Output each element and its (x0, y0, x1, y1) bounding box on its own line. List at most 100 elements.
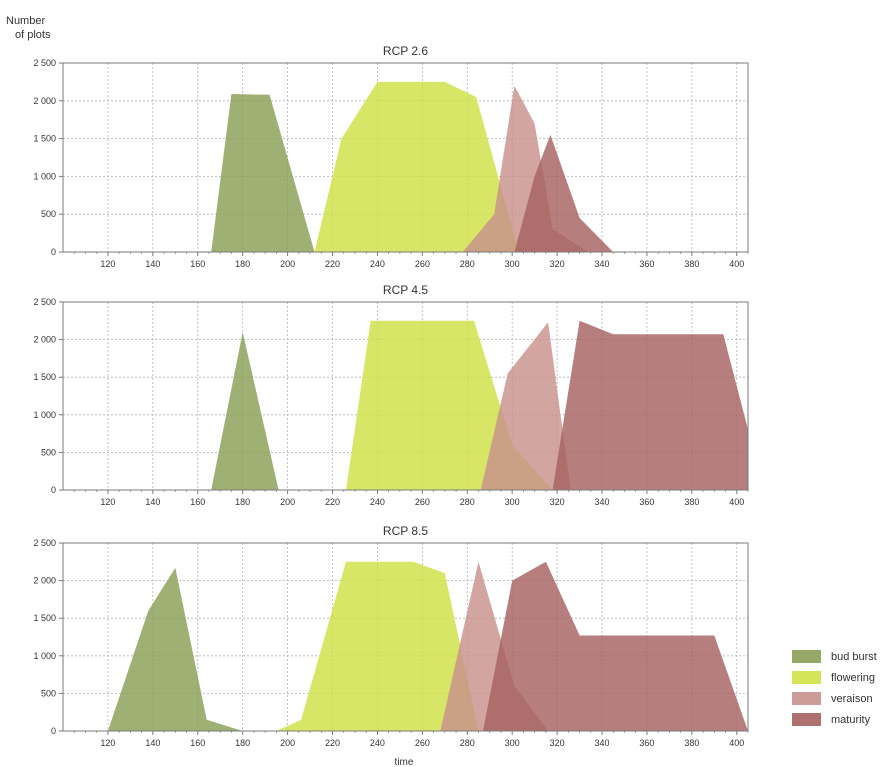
x-tick-label: 140 (145, 259, 160, 269)
x-tick-label: 360 (639, 497, 654, 507)
y-tick-label: 1 000 (33, 651, 56, 661)
x-tick-label: 340 (595, 259, 610, 269)
x-tick-label: 380 (684, 259, 699, 269)
chart-panel-rcp-2-6: RCP 2.6 120 140 160 180 200 220 240 260 280 300 320… (33, 44, 749, 269)
y-tick-label: 1 000 (33, 171, 56, 181)
x-tick-label: 320 (550, 497, 565, 507)
x-tick-label: 240 (370, 259, 385, 269)
legend: bud burst flowering veraison maturity (792, 650, 877, 726)
legend-swatch-bud-burst (792, 650, 821, 663)
legend-label-bud-burst: bud burst (831, 651, 877, 663)
x-tick-label: 140 (145, 738, 160, 748)
area-maturity (552, 320, 748, 490)
x-tick-label: 280 (460, 497, 475, 507)
x-tick-label: 200 (280, 497, 295, 507)
y-tick-label: 0 (51, 485, 56, 495)
x-tick-label: 280 (460, 259, 475, 269)
y-tick-label: 2 500 (33, 58, 56, 68)
x-tick-label: 260 (415, 738, 430, 748)
y-tick-label: 2 000 (33, 576, 56, 586)
x-tick-label: 260 (415, 497, 430, 507)
y-tick-label: 0 (51, 726, 56, 736)
x-tick-label: 120 (100, 497, 115, 507)
x-tick-label: 340 (595, 738, 610, 748)
x-tick-label: 240 (370, 738, 385, 748)
legend-swatch-flowering (792, 671, 821, 684)
x-tick-label: 160 (190, 497, 205, 507)
x-tick-label: 400 (729, 738, 744, 748)
x-tick-label: 300 (505, 497, 520, 507)
area-bud-burst (211, 94, 315, 252)
x-tick-label: 400 (729, 259, 744, 269)
chart-panels: RCP 2.6 120 140 160 180 200 220 240 260 280 300 320… (33, 44, 749, 748)
series-group (107, 561, 748, 731)
x-tick-label: 300 (505, 259, 520, 269)
y-tick-label: 500 (41, 688, 56, 698)
x-tick-label: 180 (235, 738, 250, 748)
series-group (211, 320, 748, 490)
x-tick-label: 200 (280, 738, 295, 748)
chart-title: RCP 8.5 (383, 524, 428, 538)
x-tick-label: 220 (325, 738, 340, 748)
area-bud-burst (107, 567, 243, 731)
x-tick-label: 160 (190, 259, 205, 269)
chart-panel-rcp-4-5: RCP 4.5 120 140 160 180 200 220 240 260 280 300 320… (33, 283, 749, 507)
y-tick-label: 0 (51, 247, 56, 257)
area-maturity (514, 134, 614, 252)
y-tick-label: 1 000 (33, 410, 56, 420)
y-tick-label: 1 500 (33, 372, 56, 382)
legend-swatch-veraison (792, 692, 821, 705)
x-tick-label: 280 (460, 738, 475, 748)
area-veraison (440, 561, 549, 731)
x-tick-label: 360 (639, 738, 654, 748)
legend-label-maturity: maturity (831, 714, 871, 726)
y-axis-label-line1: Number (6, 15, 45, 27)
x-tick-label: 120 (100, 738, 115, 748)
legend-swatch-maturity (792, 713, 821, 726)
x-tick-label: 220 (325, 259, 340, 269)
x-tick-label: 140 (145, 497, 160, 507)
area-veraison (480, 322, 571, 490)
x-tick-label: 300 (505, 738, 520, 748)
y-tick-label: 2 500 (33, 538, 56, 548)
y-tick-label: 2 500 (33, 297, 56, 307)
x-tick-label: 340 (595, 497, 610, 507)
x-axis-label: time (395, 757, 414, 767)
x-tick-label: 380 (684, 738, 699, 748)
y-tick-label: 500 (41, 447, 56, 457)
plot-frame (62, 542, 749, 732)
chart-title: RCP 4.5 (383, 283, 428, 297)
area-maturity (483, 561, 748, 731)
chart-title: RCP 2.6 (383, 44, 428, 58)
y-tick-label: 2 000 (33, 335, 56, 345)
x-tick-label: 180 (235, 497, 250, 507)
area-flowering (276, 561, 479, 731)
legend-label-veraison: veraison (831, 693, 873, 705)
x-tick-label: 320 (550, 738, 565, 748)
x-tick-label: 360 (639, 259, 654, 269)
plot-frame (62, 301, 749, 491)
x-tick-label: 240 (370, 497, 385, 507)
area-bud-burst (211, 332, 279, 490)
x-tick-label: 320 (550, 259, 565, 269)
y-axis-label-line2: of plots (15, 29, 51, 41)
y-tick-label: 1 500 (33, 613, 56, 623)
y-tick-label: 2 000 (33, 96, 56, 106)
area-flowering (314, 81, 519, 252)
x-tick-label: 260 (415, 259, 430, 269)
area-veraison (462, 85, 589, 252)
plot-frame (62, 62, 749, 253)
y-tick-label: 500 (41, 209, 56, 219)
x-tick-label: 200 (280, 259, 295, 269)
x-tick-label: 220 (325, 497, 340, 507)
x-tick-label: 180 (235, 259, 250, 269)
y-tick-label: 1 500 (33, 134, 56, 144)
x-tick-label: 120 (100, 259, 115, 269)
series-group (211, 81, 614, 252)
x-tick-label: 400 (729, 497, 744, 507)
legend-label-flowering: flowering (831, 672, 875, 684)
x-tick-label: 160 (190, 738, 205, 748)
x-tick-label: 380 (684, 497, 699, 507)
chart-panel-rcp-8-5: RCP 8.5 120 140 160 180 200 220 240 260 280 300 320… (33, 524, 749, 748)
